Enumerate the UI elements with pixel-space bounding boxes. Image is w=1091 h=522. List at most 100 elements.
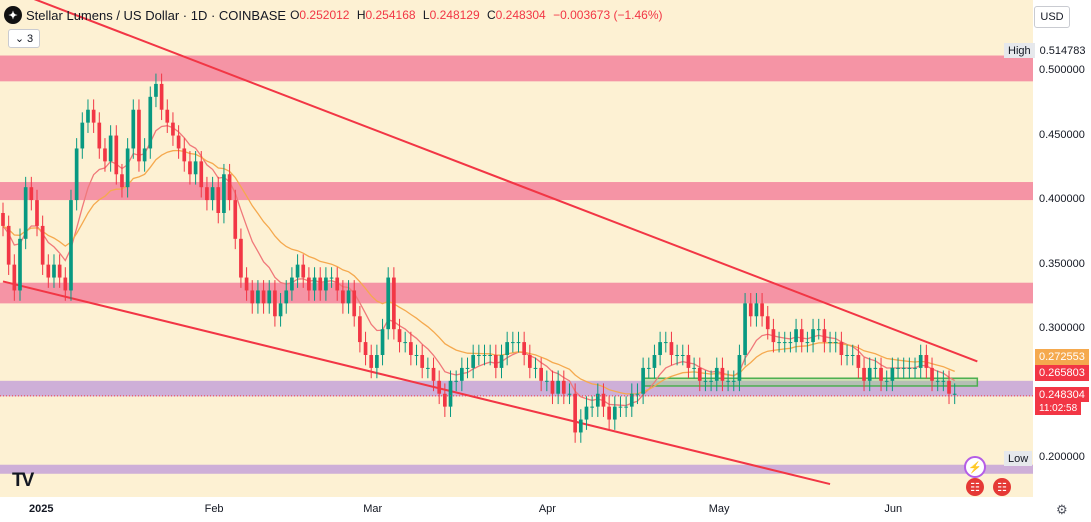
candle [239, 238, 243, 278]
candle [703, 380, 708, 382]
trendline [33, 0, 978, 363]
candle [896, 367, 900, 369]
x-tick-label: Feb [204, 503, 224, 515]
candle [159, 83, 164, 110]
candle [91, 109, 96, 123]
candle [35, 200, 39, 226]
candle [120, 174, 124, 188]
candle [788, 342, 793, 344]
candle [539, 367, 543, 381]
candle [839, 342, 844, 355]
candle [845, 355, 849, 356]
candle [216, 187, 221, 213]
y-tick-label: 0.350000 [1039, 257, 1085, 270]
x-tick-label: 2025 [28, 503, 54, 515]
us-flag-event-icon[interactable]: ☷ [966, 478, 984, 496]
ema-fast-price-tag: 0.265803 [1035, 365, 1089, 381]
high-marker: High 0.514783 [1004, 43, 1086, 58]
candle [392, 277, 396, 330]
candle [12, 264, 17, 291]
y-tick-label: 0.300000 [1039, 322, 1085, 335]
candle [244, 277, 249, 291]
candle [318, 277, 323, 291]
candle [290, 277, 294, 291]
candle [731, 380, 736, 382]
candle [465, 367, 470, 369]
candle [6, 225, 11, 265]
candle [918, 355, 923, 368]
candle [46, 264, 51, 278]
candle [278, 303, 283, 317]
resistance-zone [0, 282, 1033, 304]
high-label: H [356, 8, 366, 22]
candle [629, 393, 634, 407]
resistance-zone [0, 55, 1033, 82]
candle [550, 380, 555, 394]
candle [754, 303, 759, 317]
countdown-tag: 11:02:58 [1035, 402, 1082, 415]
candle [284, 290, 289, 304]
close-value: 0.248304 [495, 8, 546, 22]
candle [850, 355, 855, 356]
candle [697, 367, 702, 381]
high-value: 0.254168 [365, 8, 416, 22]
high-marker-label: High [1004, 43, 1035, 58]
ohlc-values: O0.252012 H0.254168 L0.248129 C0.248304 … [290, 8, 666, 22]
candle [403, 342, 408, 344]
currency-button[interactable]: USD [1034, 6, 1070, 28]
candle [448, 380, 453, 407]
consolidation-box [642, 377, 979, 387]
chart-header: ✦ Stellar Lumens / US Dollar · 1D · COIN… [4, 5, 667, 25]
candle [295, 264, 300, 278]
candle [590, 406, 594, 408]
candle [176, 135, 181, 149]
candle [108, 135, 113, 162]
candle [409, 342, 413, 355]
candle [233, 200, 238, 239]
candle [612, 406, 617, 420]
ema-slow-price-tag: 0.272553 [1035, 349, 1089, 365]
candle [227, 174, 232, 201]
candle [307, 277, 311, 291]
candle [663, 342, 668, 344]
candle [726, 380, 730, 382]
candle [771, 329, 776, 343]
lightning-event-icon[interactable]: ⚡ [964, 456, 986, 478]
candle [692, 367, 696, 369]
candle [131, 109, 136, 149]
symbol-title[interactable]: Stellar Lumens / US Dollar · 1D · COINBA… [26, 7, 287, 23]
close-label: C [487, 8, 496, 22]
low-value: 0.248129 [429, 8, 480, 22]
candle [86, 109, 90, 123]
candle [561, 380, 566, 394]
candle [63, 277, 68, 291]
indicators-toggle-button[interactable]: ⌄ 3 [8, 29, 40, 48]
chart-plot-area[interactable] [0, 0, 1033, 497]
candle [301, 264, 306, 278]
y-tick-label: 0.200000 [1039, 451, 1085, 464]
low-marker-label: Low [1004, 451, 1033, 466]
candle [777, 342, 781, 344]
candle [907, 367, 912, 369]
candle [714, 367, 719, 381]
candle [74, 148, 79, 201]
candle [873, 367, 878, 369]
candle [460, 367, 464, 381]
settings-gear-icon[interactable]: ⚙ [1056, 502, 1068, 517]
candle [658, 342, 662, 355]
candle [199, 161, 204, 188]
candle [414, 355, 419, 356]
candle [533, 367, 538, 369]
tradingview-logo-icon[interactable]: TV [12, 470, 34, 491]
y-tick-label: 0.500000 [1039, 64, 1085, 76]
us-flag-event-icon[interactable]: ☷ [993, 478, 1011, 496]
candle [635, 393, 640, 395]
candle [1, 213, 5, 226]
candle [352, 290, 357, 317]
candle [505, 342, 510, 355]
candle [856, 355, 861, 368]
candle [18, 238, 22, 291]
candle [165, 109, 170, 123]
candle [867, 367, 872, 381]
candle [23, 187, 28, 239]
